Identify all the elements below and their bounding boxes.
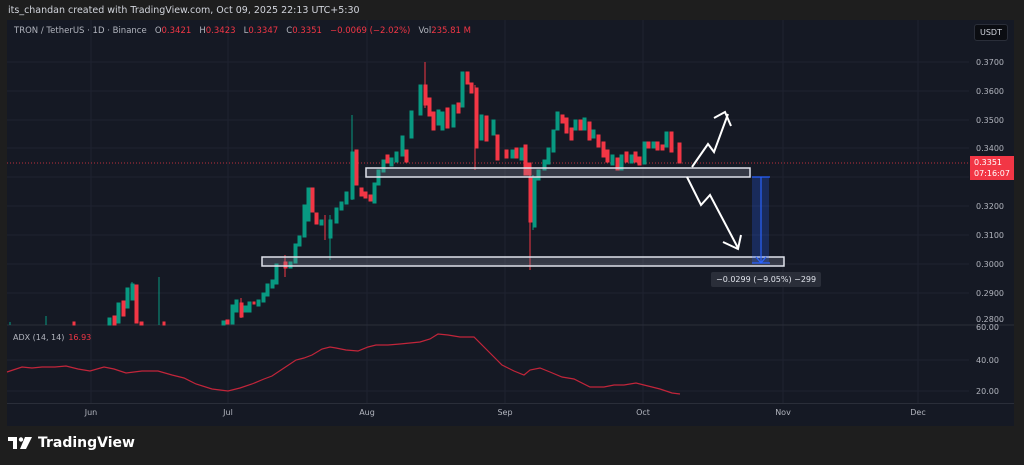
candles — [9, 62, 682, 326]
time-label: Oct — [636, 408, 650, 417]
bar-countdown: 07:16:07 — [974, 169, 1010, 178]
price-tick: 0.3600 — [976, 87, 1004, 96]
price-tick: 0.3500 — [976, 116, 1004, 125]
support-zone-upper — [365, 167, 751, 178]
price-tick: 0.2800 — [976, 315, 1004, 324]
change-value: −0.0069 (−2.02%) — [330, 26, 411, 36]
last-price: 0.3351 — [974, 158, 1002, 167]
chart-panel[interactable] — [7, 20, 969, 403]
price-tick: 0.3200 — [976, 202, 1004, 211]
tradingview-logo[interactable]: TradingView — [8, 435, 135, 451]
time-label: Dec — [910, 408, 926, 417]
close-value: 0.3351 — [292, 26, 322, 36]
price-tick: 0.3000 — [976, 260, 1004, 269]
price-tick: 0.2900 — [976, 289, 1004, 298]
chart-credit: its_chandan created with TradingView.com… — [8, 5, 360, 16]
time-label: Jul — [223, 408, 233, 417]
adx-tick: 40.00 — [976, 356, 999, 365]
adx-legend: ADX (14, 14) 16.93 — [13, 333, 92, 342]
open-value: 0.3421 — [161, 26, 192, 36]
symbol-label: TRON / TetherUS · 1D · Binance — [14, 26, 147, 36]
time-label: Sep — [497, 408, 513, 417]
measure-label: −0.0299 (−9.05%) −299 — [711, 272, 822, 287]
currency-button[interactable]: USDT — [974, 24, 1008, 41]
price-tick: 0.3700 — [976, 58, 1004, 67]
price-tick: 0.3100 — [976, 231, 1004, 240]
last-price-tag: 0.3351 07:16:07 — [970, 156, 1014, 180]
support-zone-lower — [261, 256, 785, 267]
chart-legend: TRON / TetherUS · 1D · Binance O0.3421 H… — [14, 26, 471, 36]
adx-line — [6, 333, 681, 395]
volume-value: 235.81 M — [431, 26, 471, 36]
price-tick: 0.3400 — [976, 144, 1004, 153]
brand-name: TradingView — [38, 435, 135, 451]
low-value: 0.3347 — [248, 26, 279, 36]
time-label: Jun — [84, 408, 98, 417]
time-label: Aug — [359, 408, 375, 417]
time-axis[interactable] — [7, 403, 1014, 426]
high-value: 0.3423 — [205, 26, 236, 36]
adx-value: 16.93 — [68, 333, 92, 342]
tradingview-logo-icon — [8, 437, 32, 449]
time-label: Nov — [775, 408, 791, 417]
price-axis[interactable] — [969, 20, 1014, 403]
adx-tick: 20.00 — [976, 387, 999, 396]
adx-tick: 60.00 — [976, 323, 999, 332]
